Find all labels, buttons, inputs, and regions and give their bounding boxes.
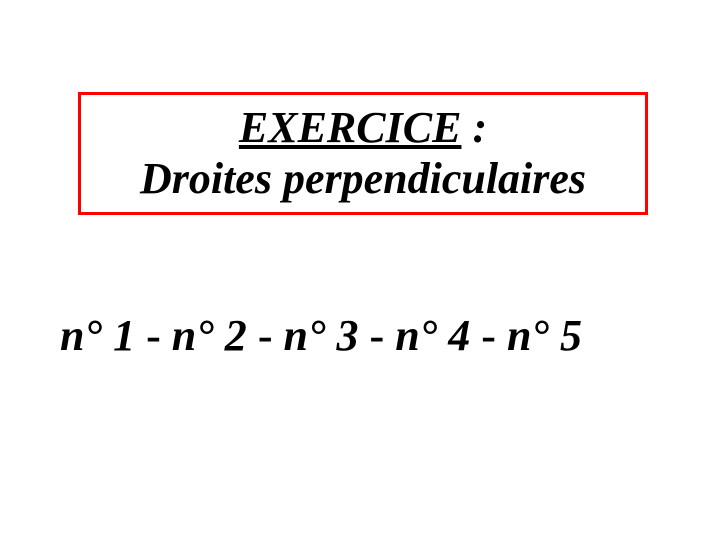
separator: - xyxy=(247,311,284,360)
exercise-list: n° 1 - n° 2 - n° 3 - n° 4 - n° 5 xyxy=(60,310,582,361)
separator: - xyxy=(135,311,172,360)
title-heading: EXERCICE xyxy=(239,103,462,152)
title-colon: : xyxy=(461,103,487,152)
exercise-link-2[interactable]: n° 2 xyxy=(172,311,247,360)
title-line-1: EXERCICE : xyxy=(91,103,635,154)
exercise-link-3[interactable]: n° 3 xyxy=(283,311,358,360)
exercise-link-5[interactable]: n° 5 xyxy=(507,311,582,360)
separator: - xyxy=(470,311,507,360)
title-box: EXERCICE : Droites perpendiculaires xyxy=(78,92,648,215)
exercise-link-1[interactable]: n° 1 xyxy=(60,311,135,360)
separator: - xyxy=(359,311,396,360)
exercise-link-4[interactable]: n° 4 xyxy=(395,311,470,360)
title-subtitle: Droites perpendiculaires xyxy=(91,154,635,205)
